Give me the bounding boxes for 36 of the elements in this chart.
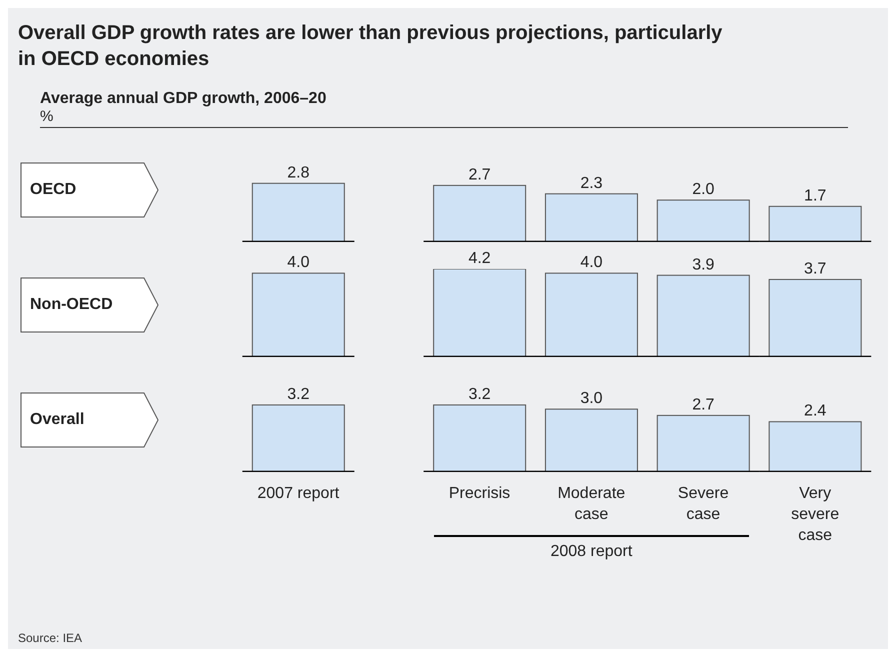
chart-subtitle: Average annual GDP growth, 2006–20 [40, 90, 328, 108]
x-tick-label: Precrisis [448, 485, 510, 502]
bar [433, 184, 526, 242]
data-label: 4.2 [468, 250, 491, 267]
x-tick-label: Moderate case [558, 485, 626, 523]
data-label: 3.2 [287, 386, 310, 403]
data-label: 2.7 [468, 166, 491, 184]
data-label: 3.0 [580, 390, 603, 408]
y-axis-title: Overall [30, 410, 84, 430]
bar [544, 193, 638, 242]
data-label: 3.7 [804, 260, 826, 278]
data-label: 4.0 [287, 254, 310, 272]
data-label: 2.0 [692, 181, 715, 198]
data-label: 2.3 [580, 174, 603, 192]
text: % [40, 108, 54, 125]
data-label: 2.8 [287, 164, 310, 182]
bar [656, 414, 750, 472]
x-tick-label: 2007 report [257, 485, 340, 502]
bar [433, 404, 526, 472]
data-label: 1.7 [804, 187, 826, 204]
data-label: 2.4 [804, 402, 826, 420]
chart-title: Overall GDP growth rates are lower than previous projections, particularly in OECD economies [17, 21, 724, 72]
data-label: 3.2 [468, 386, 491, 403]
data-label: 2.7 [692, 396, 715, 414]
y-axis-title: Non-OECD [30, 295, 113, 315]
source-note: Source: IEA [18, 631, 82, 645]
data-label: 3.9 [692, 256, 715, 274]
y-axis-title: OECD [30, 180, 76, 200]
data-label: 4.0 [580, 254, 603, 272]
text: 2008 report [549, 543, 634, 561]
x-tick-label: Severe case [678, 485, 729, 523]
bar [656, 200, 750, 242]
bar [544, 408, 638, 472]
x-tick-label: Very severe case [791, 485, 840, 544]
bar [768, 421, 862, 472]
bar [768, 206, 862, 242]
